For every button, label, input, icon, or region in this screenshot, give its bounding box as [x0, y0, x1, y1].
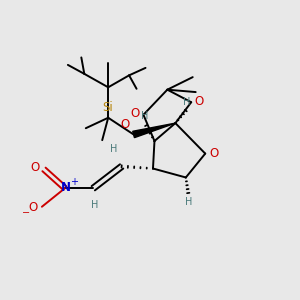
Text: O: O	[209, 147, 219, 160]
Text: N: N	[61, 181, 70, 194]
Text: O: O	[31, 161, 40, 174]
Polygon shape	[133, 123, 176, 138]
Text: H: H	[110, 144, 118, 154]
Text: +: +	[70, 177, 78, 187]
Text: O: O	[120, 118, 130, 131]
Text: Si: Si	[102, 100, 113, 114]
Text: O: O	[130, 107, 140, 120]
Text: O: O	[28, 201, 38, 214]
Text: −: −	[22, 208, 30, 218]
Text: O: O	[195, 95, 204, 108]
Text: H: H	[184, 197, 192, 207]
Text: H: H	[91, 200, 98, 210]
Text: H: H	[141, 111, 148, 121]
Text: H: H	[183, 97, 191, 107]
